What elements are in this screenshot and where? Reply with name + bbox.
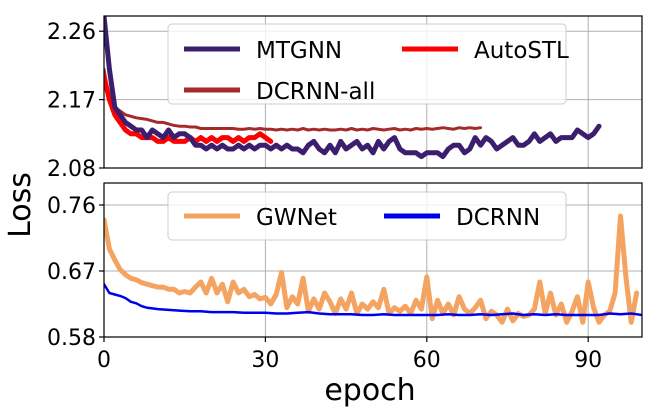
y-tick-label: 0.67 [47, 260, 96, 285]
y-tick-label: 2.08 [47, 157, 96, 182]
legend-box [167, 23, 567, 105]
series-line-autostl [104, 74, 274, 144]
y-axis-label: Loss [3, 172, 38, 238]
legend-label-gwnet: GWNet [256, 205, 337, 231]
series-line-mtgnn [104, 16, 602, 160]
bottom-panel: 0.58 0.67 0.76 0 30 60 90 GWNet DCRNN [47, 182, 643, 373]
x-tick-label: 30 [251, 348, 279, 373]
y-tick-label: 0.58 [47, 326, 96, 351]
y-tick-label: 0.76 [47, 194, 96, 219]
legend-label-mtgnn: MTGNN [256, 38, 342, 64]
y-tick-label: 2.26 [47, 20, 96, 45]
legend-box [167, 191, 567, 241]
legend-label-autostl: AutoSTL [474, 38, 569, 64]
x-tick-label: 90 [574, 348, 602, 373]
x-tick-label: 0 [97, 348, 111, 373]
x-axis-label: epoch [324, 373, 415, 408]
x-tick-label: 60 [413, 348, 441, 373]
y-tick-label: 2.17 [47, 89, 96, 114]
series-line-gwnet [104, 213, 640, 325]
legend-label-dcrnn: DCRNN [456, 205, 540, 231]
series-line-dcrnn [104, 282, 642, 317]
legend-label-dcrnn-all: DCRNN-all [256, 79, 375, 105]
series-line-dcrnn-all [104, 67, 483, 132]
plot-frame [103, 182, 643, 338]
plot-frame [103, 15, 643, 169]
top-panel: 2.08 2.17 2.26 MTGNN DCRNN-all AutoSTL [47, 15, 643, 182]
